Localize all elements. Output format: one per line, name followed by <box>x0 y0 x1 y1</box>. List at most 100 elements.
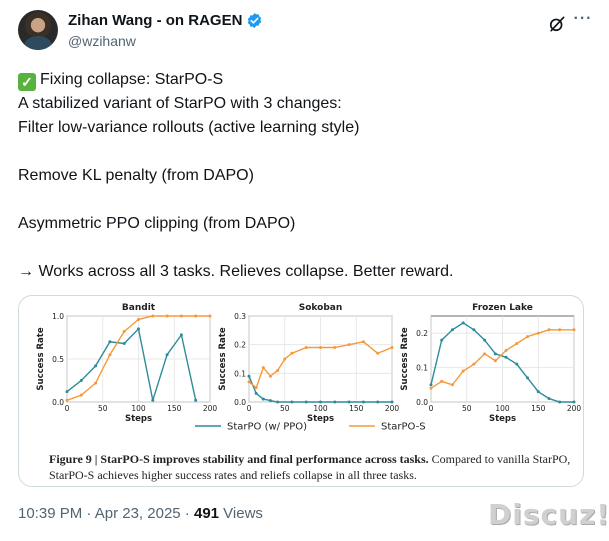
y-tick-label: 0.3 <box>234 312 246 321</box>
data-point <box>137 327 140 331</box>
data-point <box>526 376 530 380</box>
y-tick-label: 0.1 <box>416 364 428 373</box>
avatar[interactable] <box>18 10 58 50</box>
data-point <box>179 314 183 318</box>
data-point <box>137 317 140 321</box>
tweet-line: → Works across all 3 tasks. Relieves col… <box>18 263 454 280</box>
tweet-date[interactable]: Apr 23, 2025 <box>94 505 181 522</box>
chart-title: Bandit <box>122 303 156 313</box>
legend-label: StarPO (w/ PPO) <box>227 422 307 433</box>
tweet-line: ✓ Fixing collapse: StarPO-S <box>18 68 593 92</box>
data-point <box>290 400 294 404</box>
data-point <box>194 398 198 402</box>
data-point <box>283 357 287 361</box>
data-point <box>526 335 530 339</box>
data-point <box>376 351 380 355</box>
data-point <box>450 328 454 332</box>
x-tick-label: 100 <box>313 404 328 413</box>
tweet-meta: 10:39 PM · Apr 23, 2025 · 491 Views <box>18 505 263 522</box>
author-handle[interactable]: @wzihanw <box>68 33 136 49</box>
series-line-starpo-ppo <box>66 327 197 401</box>
x-tick-label: 50 <box>462 404 472 413</box>
y-tick-label: 0.2 <box>234 341 246 350</box>
tweet-line: A stabilized variant of StarPO with 3 ch… <box>18 95 342 112</box>
x-tick-label: 150 <box>531 404 546 413</box>
x-tick-label: 200 <box>567 404 582 413</box>
y-tick-label: 0.0 <box>416 398 428 407</box>
y-tick-label: 0.5 <box>52 355 64 364</box>
data-point <box>179 333 183 337</box>
data-point <box>65 398 69 402</box>
more-options-icon[interactable]: ··· <box>573 10 593 27</box>
data-point <box>376 400 380 404</box>
data-point <box>547 328 551 332</box>
data-point <box>333 400 337 404</box>
data-point <box>440 379 444 383</box>
x-axis-label: Steps <box>125 414 152 424</box>
data-point <box>304 346 308 350</box>
author-name-row[interactable]: Zihan Wang - on RAGEN <box>68 12 263 29</box>
data-point <box>108 340 112 344</box>
figure-charts: Bandit 0 50 100 150 200 0.0 0.5 1.0 Steps Success … <box>36 303 582 433</box>
y-tick-label: 0.1 <box>234 369 246 378</box>
x-tick-label: 0 <box>247 404 252 413</box>
grok-icon[interactable] <box>547 14 567 34</box>
data-point <box>261 397 265 401</box>
tweet-time[interactable]: 10:39 PM <box>18 505 83 522</box>
data-point <box>319 346 322 350</box>
data-point <box>472 328 476 332</box>
legend-label: StarPO-S <box>381 422 426 433</box>
x-tick-label: 100 <box>131 404 146 413</box>
tweet-line: Filter low-variance rollouts (active lea… <box>18 119 360 136</box>
data-point <box>361 400 365 404</box>
data-point <box>429 383 433 387</box>
data-point <box>461 369 465 373</box>
tweet-header: Zihan Wang - on RAGEN @wzihanw ··· <box>18 8 593 56</box>
data-point <box>122 342 126 346</box>
data-point <box>493 352 497 356</box>
data-point <box>208 314 212 318</box>
data-point <box>515 342 519 346</box>
data-point <box>450 383 454 387</box>
watermark: Discuz! <box>488 498 609 531</box>
tweet-line: Asymmetric PPO clipping (from DAPO) <box>18 215 296 232</box>
y-tick-label: 0.2 <box>416 329 428 338</box>
views-count: 491 <box>193 505 220 522</box>
data-point <box>151 314 155 318</box>
data-point <box>558 400 562 404</box>
data-point <box>254 386 258 390</box>
white-check-mark-icon: ✓ <box>18 73 36 91</box>
data-point <box>290 351 294 355</box>
y-axis-label: Success Rate <box>218 327 228 390</box>
data-point <box>165 314 169 318</box>
data-point <box>247 374 251 378</box>
data-point <box>94 381 98 385</box>
figure-caption-bold: Figure 9 | StarPO-S improves stability a… <box>49 452 429 466</box>
figure-caption: Figure 9 | StarPO-S improves stability a… <box>49 451 579 483</box>
x-tick-label: 0 <box>65 404 70 413</box>
x-tick-label: 150 <box>167 404 182 413</box>
data-point <box>429 386 433 390</box>
x-tick-label: 150 <box>349 404 364 413</box>
tweet-media-image[interactable]: Bandit 0 50 100 150 200 0.0 0.5 1.0 Steps Success … <box>18 295 584 487</box>
display-name[interactable]: Zihan Wang - on RAGEN <box>68 12 243 29</box>
chart-title: Frozen Lake <box>472 303 533 313</box>
data-point <box>572 328 576 332</box>
verified-badge-icon <box>248 13 262 28</box>
data-point <box>347 400 351 404</box>
data-point <box>558 328 562 332</box>
views-label: Views <box>219 505 263 522</box>
data-point <box>65 390 69 394</box>
data-point <box>194 314 198 318</box>
data-point <box>440 338 444 342</box>
data-point <box>504 355 508 359</box>
data-point <box>122 329 126 333</box>
y-axis-label: Success Rate <box>400 327 410 390</box>
y-tick-label: 0.0 <box>52 398 64 407</box>
data-point <box>319 400 322 404</box>
data-point <box>361 340 365 344</box>
data-point <box>472 362 476 366</box>
data-point <box>254 391 258 395</box>
data-point <box>333 346 337 350</box>
figure-caption-rest: Compared to vanilla StarPO, StarPO-S ach… <box>49 452 571 482</box>
